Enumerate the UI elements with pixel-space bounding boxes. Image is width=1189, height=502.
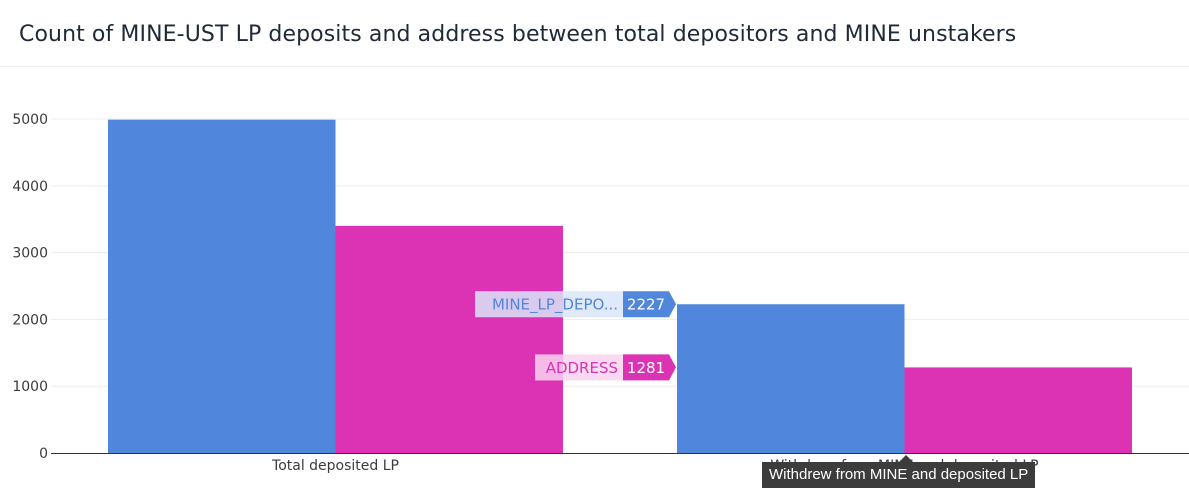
y-tick-label: 2000 (12, 312, 48, 328)
hover-series-value: 1281 (627, 359, 665, 377)
y-tick-label: 0 (39, 446, 48, 462)
bar-deposits-1[interactable] (677, 304, 905, 453)
hover-series-name: ADDRESS (546, 359, 618, 377)
hover-name-box (475, 291, 623, 318)
hover-series-value: 2227 (627, 296, 665, 314)
y-tick-label: 3000 (12, 246, 48, 262)
y-tick-label: 1000 (12, 379, 48, 395)
hover-value-box (623, 354, 676, 381)
bar-address-0[interactable] (335, 225, 564, 453)
hover-value-box (623, 291, 676, 318)
x-tick-label: Total deposited LP (271, 458, 399, 474)
bars (108, 119, 1133, 453)
hover-label-address: ADDRESS 1281 (535, 354, 676, 381)
category-tooltip: Withdrew from MINE and deposited LP (762, 462, 1036, 488)
hover-name-tint (475, 291, 623, 318)
hover-name-tint (535, 354, 623, 381)
hover-series-name: MINE_LP_DEPO... (492, 296, 618, 315)
bar-deposits-0[interactable] (108, 119, 336, 453)
hover-name-box (535, 354, 623, 381)
hover-labels: MINE_LP_DEPO... 2227 ADDRESS 1281 (475, 291, 676, 381)
y-tick-label: 4000 (12, 179, 48, 195)
y-tick-label: 5000 (12, 112, 48, 128)
hover-label-deposits: MINE_LP_DEPO... 2227 (475, 291, 676, 318)
category-tooltip-arrow (899, 455, 913, 462)
title-divider (0, 66, 1189, 67)
bar-address-1[interactable] (904, 367, 1133, 453)
chart-title: Count of MINE-UST LP deposits and addres… (19, 22, 1017, 47)
